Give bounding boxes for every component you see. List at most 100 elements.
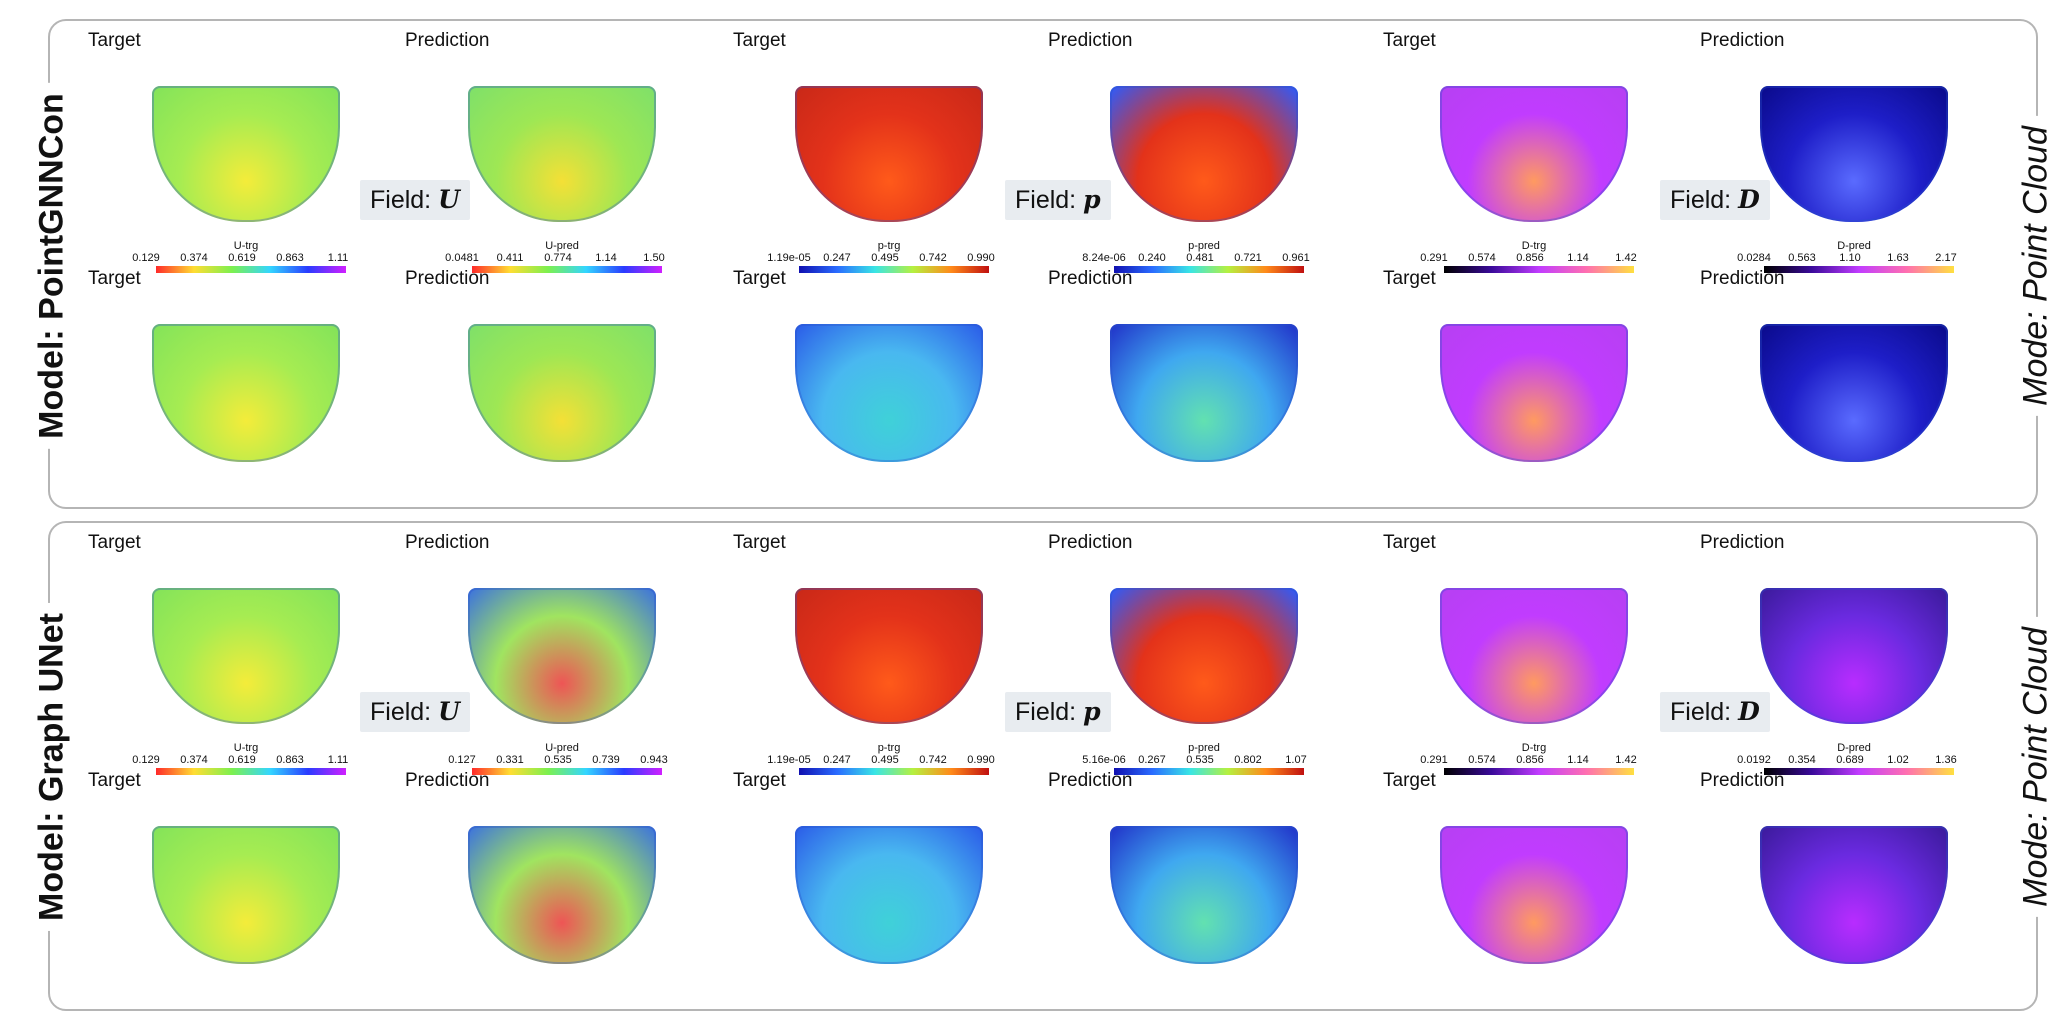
colorbar-tick: 0.129 <box>132 252 160 264</box>
colorbar-tick: 0.721 <box>1234 252 1262 264</box>
colorbar-tick: 0.240 <box>1138 252 1166 264</box>
colorbar-tick: 0.689 <box>1836 754 1864 766</box>
colorbar-tick: 0.374 <box>180 252 208 264</box>
colorbar-tick: 0.129 <box>132 754 160 766</box>
caption-prediction: Prediction <box>1700 770 1785 791</box>
colorbar-title: D-pred <box>1837 742 1871 754</box>
colorbar <box>156 768 346 775</box>
panel-pointgnncon <box>48 19 2038 509</box>
colorbar-tick: 0.742 <box>919 754 947 766</box>
field-label-U: Field: U <box>360 692 470 732</box>
colorbar-tick: 0.127 <box>448 754 476 766</box>
colorbar <box>472 266 662 273</box>
caption-target: Target <box>733 532 786 553</box>
colorbar <box>1444 266 1634 273</box>
colorbar-tick: 0.267 <box>1138 754 1166 766</box>
colorbar-tick: 0.0284 <box>1737 252 1771 264</box>
colorbar-tick: 0.411 <box>496 252 524 264</box>
colorbar-tick: 0.619 <box>228 252 256 264</box>
colorbar-tick: 0.247 <box>823 252 851 264</box>
colorbar-tick: 0.990 <box>967 754 995 766</box>
mode-label-1: Mode: Point Cloud <box>2016 116 2056 416</box>
caption-prediction: Prediction <box>1700 30 1785 51</box>
field-label-D: Field: D <box>1660 180 1770 220</box>
colorbar <box>799 768 989 775</box>
colorbar-tick: 0.961 <box>1282 252 1310 264</box>
caption-prediction: Prediction <box>405 770 490 791</box>
colorbar-tick: 2.17 <box>1935 252 1957 264</box>
field-label-U: Field: U <box>360 180 470 220</box>
colorbar-title: U-pred <box>545 742 579 754</box>
colorbar <box>156 266 346 273</box>
colorbar <box>472 768 662 775</box>
colorbar-title: D-trg <box>1521 240 1547 252</box>
field-symbol: D <box>1738 185 1760 214</box>
caption-prediction: Prediction <box>405 30 490 51</box>
panel-graph-unet <box>48 521 2038 1011</box>
colorbar-tick: 0.291 <box>1420 252 1448 264</box>
colorbar-tick: 1.11 <box>327 754 349 766</box>
colorbar-title: U-trg <box>233 742 259 754</box>
caption-prediction: Prediction <box>1700 532 1785 553</box>
caption-target: Target <box>733 770 786 791</box>
colorbar-tick: 0.495 <box>871 252 899 264</box>
colorbar-tick: 0.0192 <box>1737 754 1771 766</box>
colorbar-tick: 0.495 <box>871 754 899 766</box>
colorbar-tick: 1.50 <box>643 252 665 264</box>
colorbar-tick: 0.856 <box>1516 754 1544 766</box>
colorbar-tick: 0.619 <box>228 754 256 766</box>
colorbar <box>1114 768 1304 775</box>
field-label-prefix: Field: <box>370 186 432 214</box>
field-label-prefix: Field: <box>1015 698 1077 726</box>
field-label-prefix: Field: <box>1670 698 1732 726</box>
field-symbol: D <box>1738 697 1760 726</box>
colorbar-tick: 0.856 <box>1516 252 1544 264</box>
colorbar-title: p-trg <box>877 742 901 754</box>
colorbar-tick: 0.863 <box>276 252 304 264</box>
field-symbol: U <box>438 185 460 214</box>
colorbar-tick: 1.11 <box>327 252 349 264</box>
colorbar-tick: 0.0481 <box>445 252 479 264</box>
mode-label-2: Mode: Point Cloud <box>2016 617 2056 917</box>
colorbar-tick: 1.19e-05 <box>767 252 811 264</box>
colorbar-tick: 1.14 <box>1567 252 1589 264</box>
colorbar-tick: 1.42 <box>1615 252 1637 264</box>
colorbar-title: D-pred <box>1837 240 1871 252</box>
caption-target: Target <box>88 532 141 553</box>
field-symbol: U <box>438 697 460 726</box>
colorbar <box>1764 768 1954 775</box>
colorbar-tick: 0.863 <box>276 754 304 766</box>
colorbar-tick: 1.07 <box>1285 754 1307 766</box>
colorbar-title: p-pred <box>1188 742 1220 754</box>
colorbar-tick: 0.563 <box>1788 252 1816 264</box>
caption-prediction: Prediction <box>1700 268 1785 289</box>
colorbar-tick: 8.24e-06 <box>1082 252 1126 264</box>
colorbar-tick: 1.36 <box>1935 754 1957 766</box>
colorbar-tick: 0.802 <box>1234 754 1262 766</box>
colorbar <box>1764 266 1954 273</box>
colorbar <box>1114 266 1304 273</box>
field-label-D: Field: D <box>1660 692 1770 732</box>
colorbar-title: p-pred <box>1188 240 1220 252</box>
caption-target: Target <box>88 770 141 791</box>
field-label-p: Field: p <box>1005 180 1111 220</box>
colorbar-tick: 1.14 <box>1567 754 1589 766</box>
colorbar-tick: 0.574 <box>1468 252 1496 264</box>
field-label-prefix: Field: <box>370 698 432 726</box>
colorbar-tick: 0.742 <box>919 252 947 264</box>
field-symbol: p <box>1083 185 1101 214</box>
colorbar-title: p-trg <box>877 240 901 252</box>
field-symbol: p <box>1083 697 1101 726</box>
caption-target: Target <box>1383 268 1436 289</box>
colorbar-title: U-trg <box>233 240 259 252</box>
field-label-prefix: Field: <box>1015 186 1077 214</box>
colorbar-tick: 1.63 <box>1887 252 1909 264</box>
colorbar-tick: 0.331 <box>496 754 524 766</box>
field-label-prefix: Field: <box>1670 186 1732 214</box>
caption-target: Target <box>733 30 786 51</box>
colorbar-title: U-pred <box>545 240 579 252</box>
caption-target: Target <box>88 268 141 289</box>
colorbar-tick: 1.02 <box>1887 754 1909 766</box>
caption-prediction: Prediction <box>1048 770 1133 791</box>
model-label-1: Model: PointGNNCon <box>32 83 72 449</box>
